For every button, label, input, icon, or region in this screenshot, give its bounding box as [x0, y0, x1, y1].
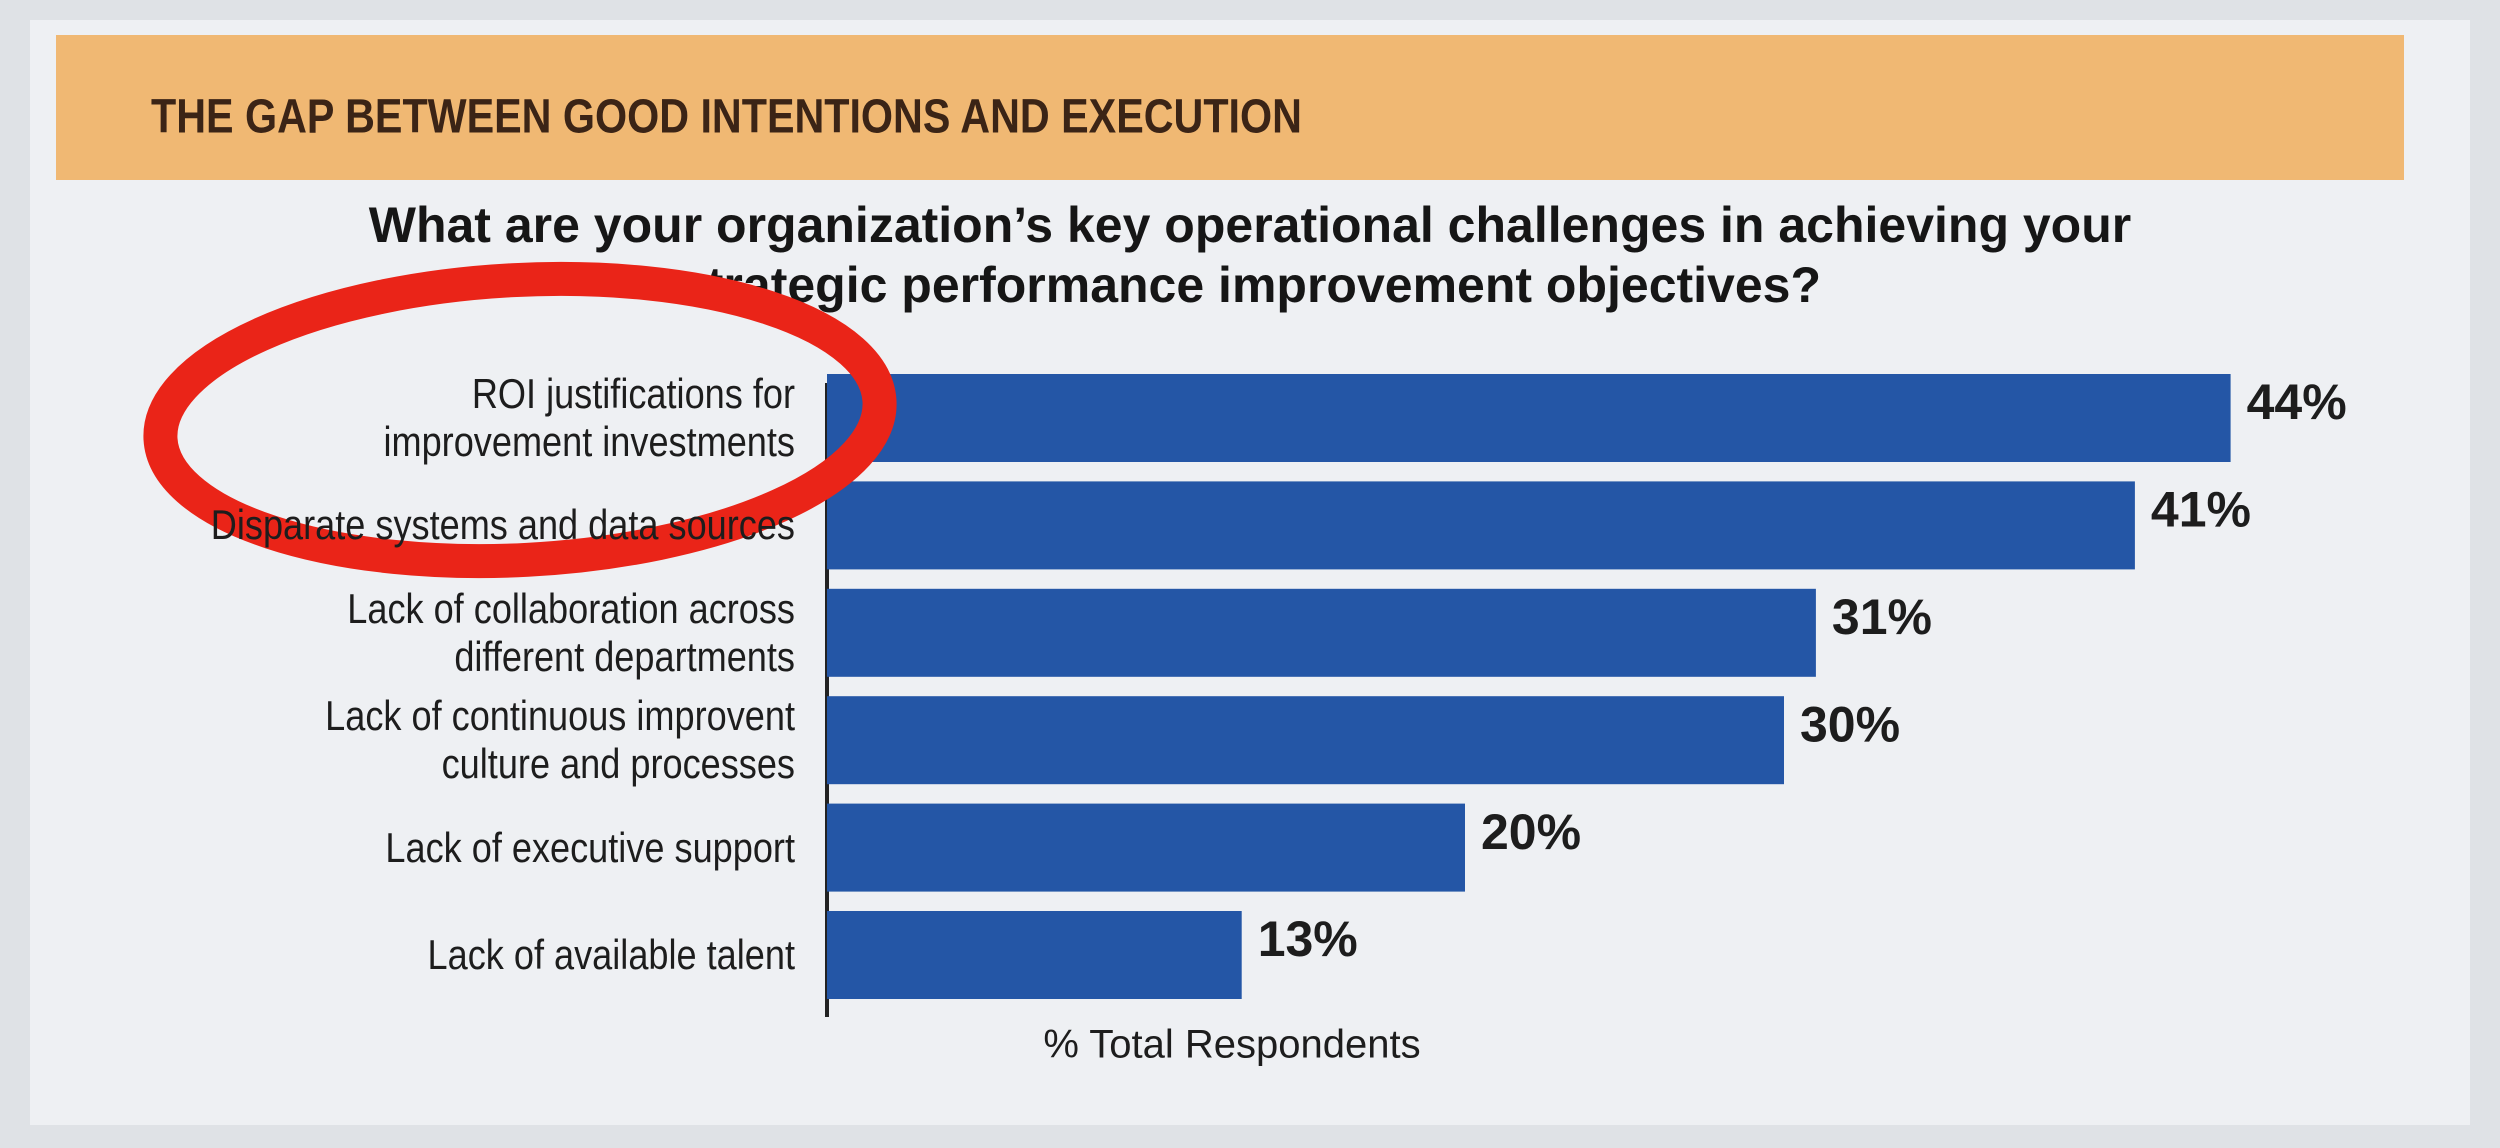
- annotation-circle: [143, 261, 897, 579]
- bar: [827, 803, 1465, 892]
- value-label: 30%: [1800, 696, 1900, 752]
- bar: [827, 374, 2231, 462]
- value-label: 41%: [2151, 482, 2251, 538]
- subtitle: What are your organization’s key operati…: [368, 197, 2132, 313]
- category-label: Lack of collaboration across different d…: [347, 584, 795, 680]
- bar: [827, 481, 2135, 570]
- category-label: Lack of executive support: [385, 823, 795, 871]
- x-axis-label: % Total Respondents: [1043, 1023, 1420, 1067]
- bar: [827, 911, 1242, 999]
- category-label: Lack of continuous improvent culture and…: [325, 692, 795, 788]
- category-label: Lack of available talent: [427, 931, 795, 978]
- bars: 44% 41% 31% 30% 20% 13%: [827, 374, 2347, 999]
- bar: [827, 696, 1784, 785]
- bar: [827, 588, 1816, 677]
- category-label: ROI justifications for improvement inves…: [383, 370, 795, 465]
- value-label: 13%: [1258, 911, 1358, 967]
- value-label: 31%: [1832, 589, 1932, 645]
- chart-title: THE GAP BETWEEN GOOD INTENTIONS AND EXEC…: [151, 90, 1302, 144]
- value-label: 44%: [2247, 374, 2347, 430]
- value-label: 20%: [1481, 804, 1581, 860]
- subtitle-box: What are your organization’s key operati…: [368, 197, 2132, 313]
- header-band: [56, 35, 2404, 180]
- category-label: Disparate systems and data sources: [210, 501, 795, 549]
